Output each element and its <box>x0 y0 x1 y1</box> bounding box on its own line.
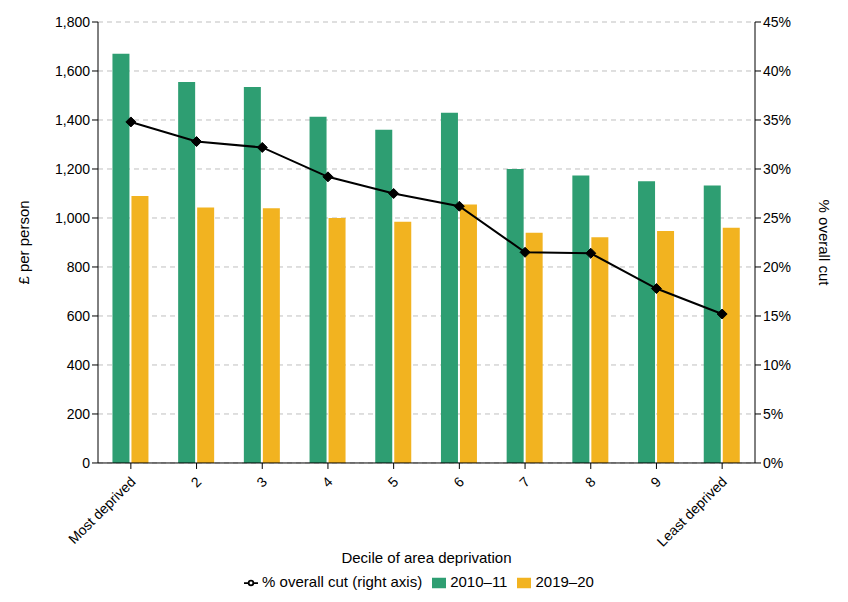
svg-text:1,800: 1,800 <box>55 14 90 30</box>
svg-text:% overall cut: % overall cut <box>816 200 833 287</box>
svg-text:1,400: 1,400 <box>55 112 90 128</box>
svg-text:1,200: 1,200 <box>55 161 90 177</box>
svg-text:7: 7 <box>516 473 533 490</box>
html-text:2019–20: 2019–20 <box>535 573 594 590</box>
svg-text:5%: 5% <box>763 406 783 422</box>
svg-text:0: 0 <box>82 455 90 471</box>
svg-text:4: 4 <box>319 473 336 490</box>
svg-text:45%: 45% <box>763 14 791 30</box>
svg-text:1,000: 1,000 <box>55 210 90 226</box>
svg-text:1,600: 1,600 <box>55 63 90 79</box>
svg-text:£ per person: £ per person <box>15 200 32 284</box>
svg-text:5: 5 <box>385 473 402 490</box>
svg-text:10%: 10% <box>763 357 791 373</box>
svg-text:8: 8 <box>582 473 599 490</box>
svg-text:20%: 20% <box>763 259 791 275</box>
svg-text:35%: 35% <box>763 112 791 128</box>
html-text:% overall cut (right axis): % overall cut (right axis) <box>262 573 423 590</box>
svg-text:400: 400 <box>67 357 91 373</box>
svg-text:40%: 40% <box>763 63 791 79</box>
svg-text:Most deprived: Most deprived <box>65 473 138 546</box>
svg-text:15%: 15% <box>763 308 791 324</box>
svg-text:25%: 25% <box>763 210 791 226</box>
html-text:2010–11: 2010–11 <box>450 573 508 590</box>
svg-text:800: 800 <box>67 259 91 275</box>
svg-text:Decile of area deprivation: Decile of area deprivation <box>341 549 511 566</box>
svg-text:2: 2 <box>188 473 205 490</box>
svg-text:0%: 0% <box>763 455 783 471</box>
svg-text:9: 9 <box>647 473 664 490</box>
svg-text:3: 3 <box>253 473 270 490</box>
svg-text:6: 6 <box>450 473 467 490</box>
svg-text:600: 600 <box>67 308 91 324</box>
svg-text:30%: 30% <box>763 161 791 177</box>
svg-text:Least deprived: Least deprived <box>654 473 730 549</box>
svg-text:200: 200 <box>67 406 91 422</box>
